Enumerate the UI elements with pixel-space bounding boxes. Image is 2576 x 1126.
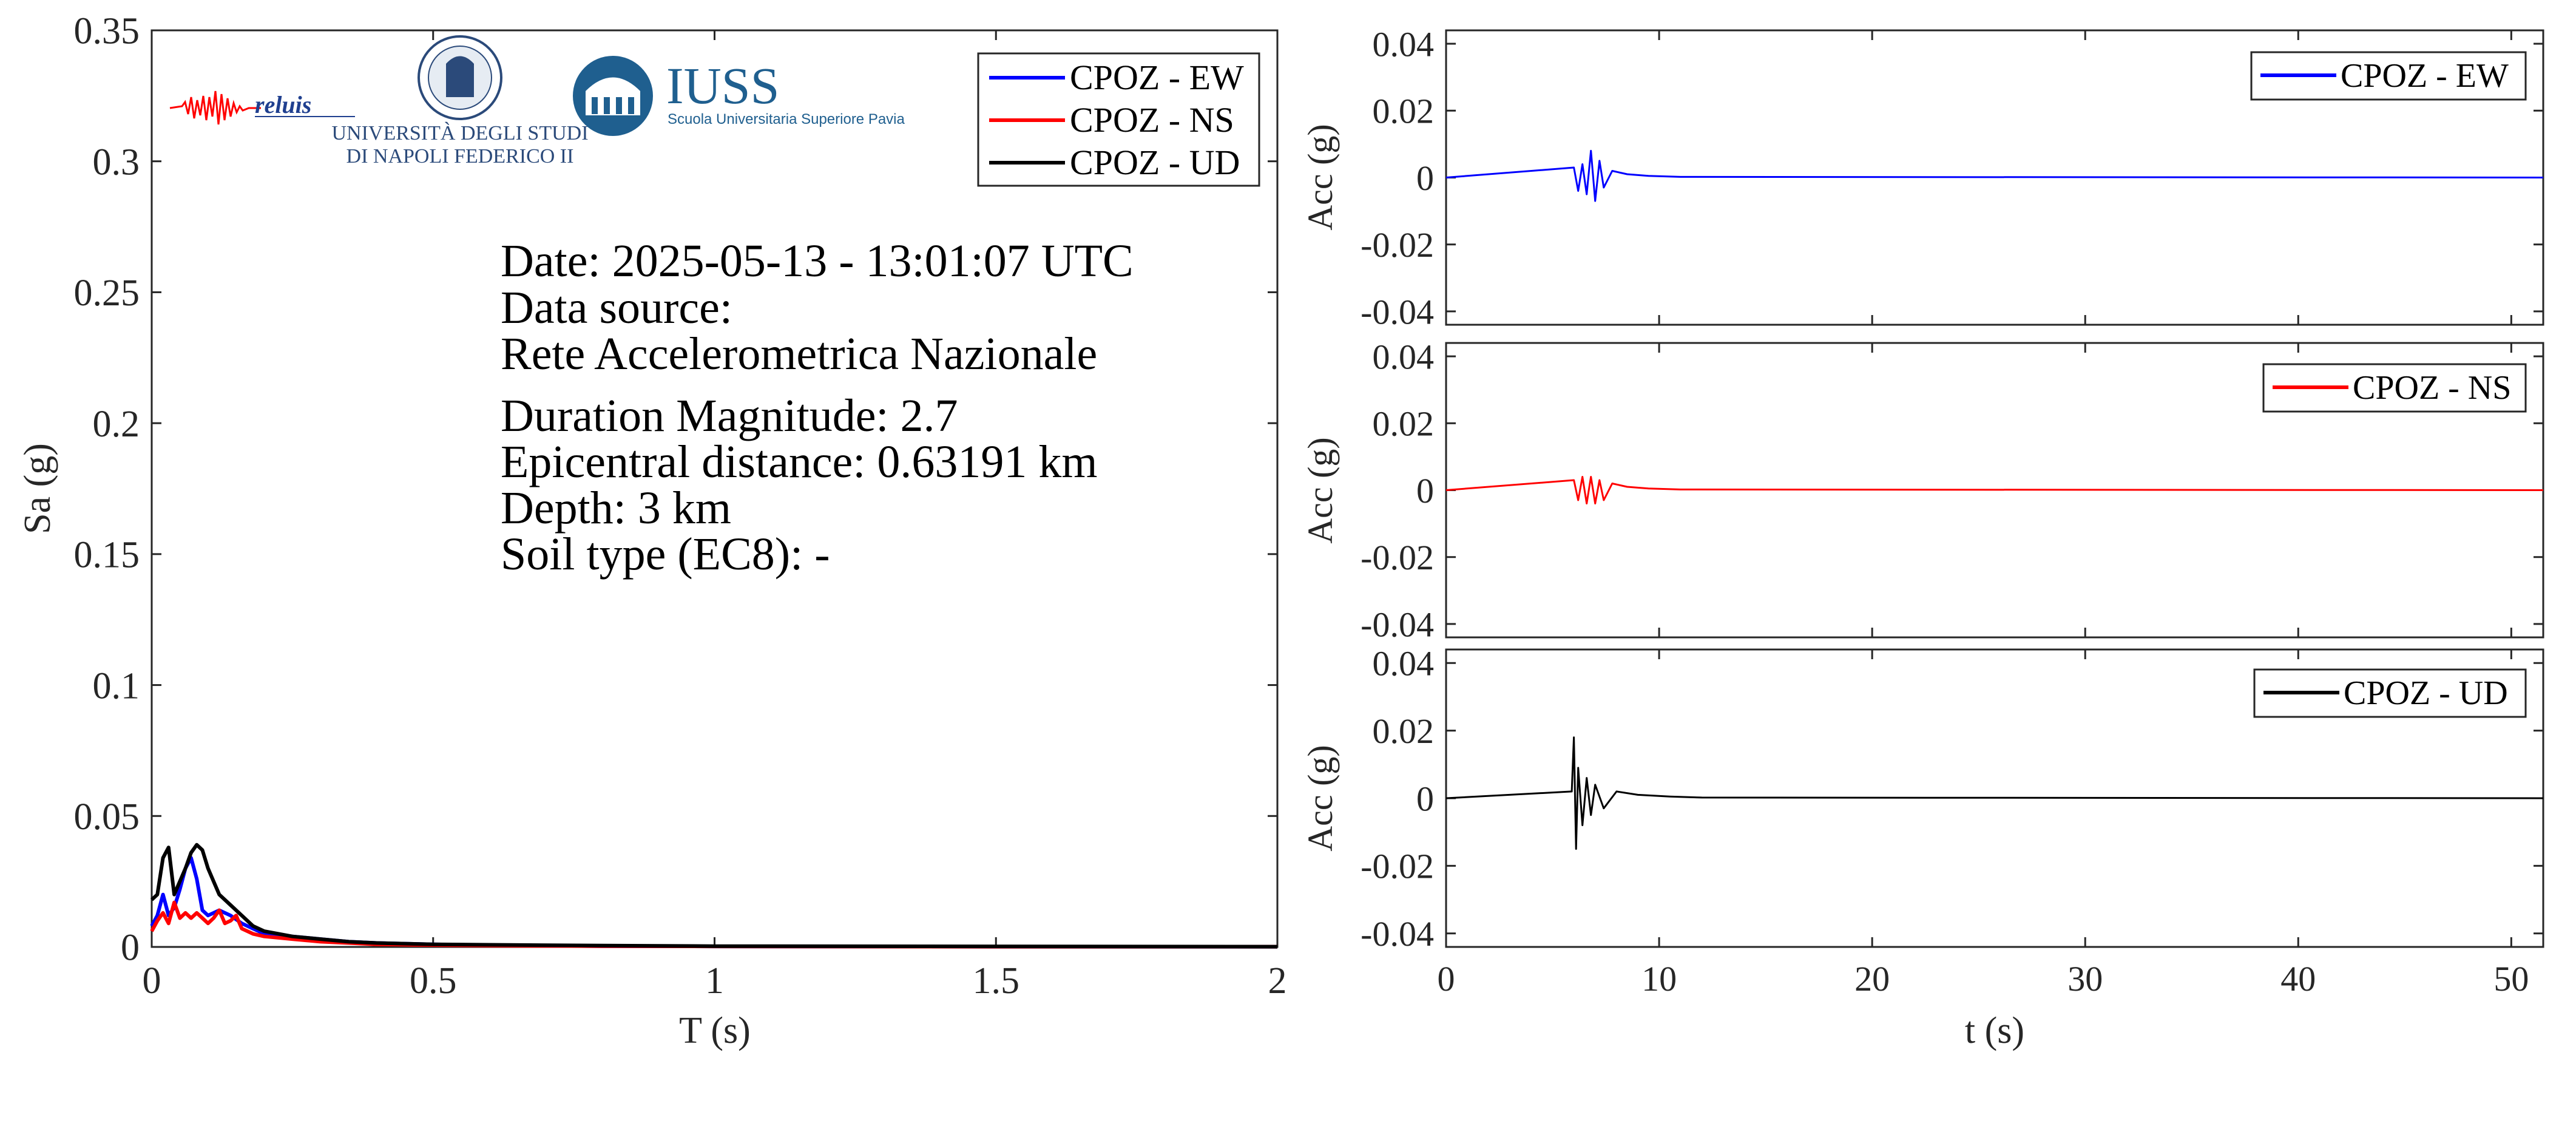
acc-ns-panel: -0.04 -0.02 0 0.02 0.04 Acc (g) CPOZ - NS xyxy=(1300,337,2544,644)
acc-ud-y-ticks: -0.04 -0.02 0 0.02 0.04 xyxy=(1361,644,2543,954)
acc-ew-legend: CPOZ - EW xyxy=(2250,51,2527,101)
acc-ud-x-tick-label: 10 xyxy=(1641,959,1677,999)
spectrum-y-tick-label: 0 xyxy=(121,928,140,969)
acc-ew-y-tick-label: -0.04 xyxy=(1361,292,1434,331)
event-info: Date: 2025-05-13 - 13:01:07 UTC Data sou… xyxy=(501,236,1134,580)
acc-ns-y-tick-label: 0.04 xyxy=(1373,337,1435,376)
acc-ew-y-tick-label: 0.04 xyxy=(1373,24,1435,64)
iuss-subtitle: Scuola Universitaria Superiore Pavia xyxy=(668,111,905,127)
acc-ns-legend: CPOZ - NS xyxy=(2262,363,2527,413)
reluis-waveform-icon xyxy=(169,90,261,125)
unina-line-2: DI NAPOLI FEDERICO II xyxy=(347,145,574,168)
spectrum-line-cpoz-ud xyxy=(150,843,1278,949)
acc-ns-y-ticks: -0.04 -0.02 0 0.02 0.04 xyxy=(1361,337,2543,644)
spectrum-y-tick-label: 0.15 xyxy=(74,535,140,576)
event-date: Date: 2025-05-13 - 13:01:07 UTC xyxy=(501,236,1134,287)
acc-ew-panel: -0.04 -0.02 0 0.02 0.04 Acc (g) CPOZ - EW xyxy=(1300,24,2544,331)
spectrum-y-tick-label: 0.3 xyxy=(93,141,140,183)
spectrum-y-label: Sa (g) xyxy=(17,443,58,534)
spectrum-y-ticks: 0 0.05 0.1 0.15 0.2 0.25 0.3 0.35 xyxy=(74,11,1277,969)
legend-ns-label: CPOZ - NS xyxy=(1070,100,1234,140)
spectrum-y-tick-label: 0.25 xyxy=(74,273,140,314)
unina-logo: UNIVERSITÀ DEGLI STUDI DI NAPOLI FEDERIC… xyxy=(331,35,589,168)
spectrum-y-tick-label: 0.35 xyxy=(74,11,140,52)
acc-ns-series xyxy=(1445,476,2544,504)
spectrum-x-tick-label: 1.5 xyxy=(973,960,1020,1002)
spectrum-x-tick-label: 0 xyxy=(143,960,161,1002)
spectrum-panel: 0 0.05 0.1 0.15 0.2 0.25 0.3 0.35 0 0.5 1 1.5 2 T (… xyxy=(17,11,1287,1051)
data-source-name: Rete Accelerometrica Nazionale xyxy=(501,328,1097,379)
reluis-logo: reluis xyxy=(169,90,355,125)
acc-ud-x-tick-label: 0 xyxy=(1438,959,1455,999)
acc-ud-legend: CPOZ - UD xyxy=(2253,668,2527,718)
unina-line-1: UNIVERSITÀ DEGLI STUDI xyxy=(331,122,588,144)
acc-ew-y-tick-label: 0.02 xyxy=(1373,92,1435,131)
acc-ns-legend-label: CPOZ - NS xyxy=(2353,369,2511,407)
acc-ud-y-label: Acc (g) xyxy=(1300,745,1340,852)
spectrum-series xyxy=(150,843,1278,949)
acc-ns-y-tick-label: 0 xyxy=(1416,471,1434,510)
spectrum-y-tick-label: 0.05 xyxy=(74,796,140,838)
acc-ns-y-tick-label: -0.04 xyxy=(1361,605,1434,644)
event-magnitude: Duration Magnitude: 2.7 xyxy=(501,390,958,441)
spectrum-y-tick-label: 0.2 xyxy=(93,404,140,445)
legend-ud-label: CPOZ - UD xyxy=(1070,143,1240,182)
acc-ew-line-cpoz-ew xyxy=(1445,149,2544,202)
acc-ew-legend-label: CPOZ - EW xyxy=(2341,57,2509,95)
data-source-label: Data source: xyxy=(501,282,732,333)
spectrum-legend: CPOZ - EW CPOZ - NS CPOZ - UD xyxy=(977,52,1260,187)
acc-ud-x-tick-label: 40 xyxy=(2280,959,2316,999)
acc-ew-y-tick-label: -0.02 xyxy=(1361,225,1434,265)
acc-ns-y-tick-label: -0.02 xyxy=(1361,538,1434,577)
spectrum-y-tick-label: 0.1 xyxy=(93,665,140,707)
acc-ns-x-ticks xyxy=(1445,343,2512,637)
event-depth: Depth: 3 km xyxy=(501,483,731,534)
spectrum-x-ticks: 0 0.5 1 1.5 2 xyxy=(143,30,1287,1002)
acc-ud-y-tick-label: 0.02 xyxy=(1373,711,1435,751)
acc-ud-x-ticks: 0 10 20 30 40 50 xyxy=(1438,649,2529,999)
spectrum-x-tick-label: 1 xyxy=(705,960,724,1002)
acc-ud-x-tick-label: 20 xyxy=(1854,959,1890,999)
acc-x-label: t (s) xyxy=(1965,1010,2024,1051)
acc-ud-y-tick-label: 0 xyxy=(1416,779,1434,818)
acc-ew-y-ticks: -0.04 -0.02 0 0.02 0.04 xyxy=(1361,24,2543,331)
acc-ew-y-label: Acc (g) xyxy=(1300,124,1340,231)
acc-ns-y-label: Acc (g) xyxy=(1300,437,1340,544)
acc-ud-y-tick-label: 0.04 xyxy=(1373,644,1435,683)
acc-ew-x-ticks xyxy=(1445,30,2512,325)
legend-ew-label: CPOZ - EW xyxy=(1070,58,1244,97)
reluis-wordmark: reluis xyxy=(255,91,311,118)
acc-ud-line-cpoz-ud xyxy=(1445,736,2544,850)
acc-ud-legend-label: CPOZ - UD xyxy=(2344,674,2508,712)
acc-ew-series xyxy=(1445,149,2544,202)
acc-ud-series xyxy=(1445,736,2544,850)
epicentral-distance: Epicentral distance: 0.63191 km xyxy=(501,436,1098,487)
acc-ew-y-tick-label: 0 xyxy=(1416,158,1434,198)
acc-ud-x-tick-label: 30 xyxy=(2067,959,2103,999)
iuss-logo: IUSS Scuola Universitaria Superiore Pavi… xyxy=(573,56,905,136)
soil-type: Soil type (EC8): - xyxy=(501,529,830,580)
spectrum-x-tick-label: 2 xyxy=(1268,960,1287,1002)
iuss-wordmark: IUSS xyxy=(666,56,779,115)
acc-ud-x-tick-label: 50 xyxy=(2493,959,2529,999)
acc-ns-y-tick-label: 0.02 xyxy=(1373,404,1435,444)
acc-ns-line-cpoz-ns xyxy=(1445,476,2544,504)
acc-ud-y-tick-label: -0.02 xyxy=(1361,847,1434,886)
spectrum-x-label: T (s) xyxy=(679,1010,751,1051)
spectrum-x-tick-label: 0.5 xyxy=(410,960,457,1002)
acc-ud-y-tick-label: -0.04 xyxy=(1361,914,1434,954)
